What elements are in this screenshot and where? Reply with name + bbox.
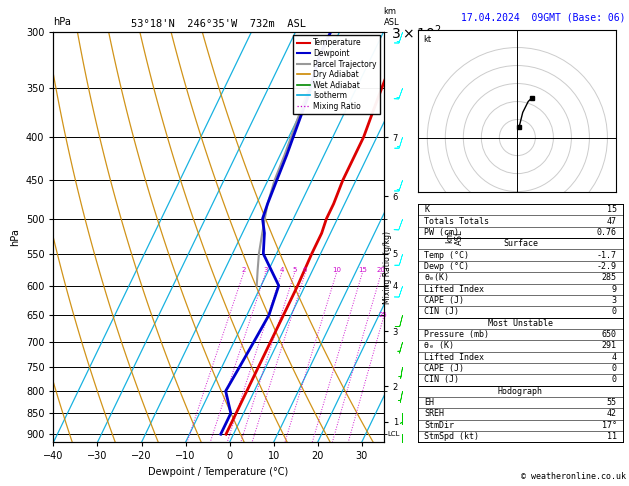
Text: StmDir: StmDir bbox=[425, 421, 454, 430]
Text: 5: 5 bbox=[292, 267, 297, 273]
Text: hPa: hPa bbox=[53, 17, 71, 27]
Text: Surface: Surface bbox=[503, 239, 538, 248]
Text: 3: 3 bbox=[263, 267, 268, 273]
Text: Mixing Ratio (g/kg): Mixing Ratio (g/kg) bbox=[383, 231, 392, 304]
Text: kt: kt bbox=[424, 35, 432, 44]
Text: CIN (J): CIN (J) bbox=[425, 307, 459, 316]
Text: Hodograph: Hodograph bbox=[498, 387, 543, 396]
Text: Lifted Index: Lifted Index bbox=[425, 285, 484, 294]
Text: θₑ (K): θₑ (K) bbox=[425, 341, 454, 350]
Text: Pressure (mb): Pressure (mb) bbox=[425, 330, 489, 339]
Text: 285: 285 bbox=[601, 273, 616, 282]
Text: 11: 11 bbox=[606, 432, 616, 441]
Text: 2: 2 bbox=[242, 267, 246, 273]
Text: -1.7: -1.7 bbox=[596, 251, 616, 260]
Text: km
ASL: km ASL bbox=[384, 7, 399, 27]
Y-axis label: km
ASL: km ASL bbox=[445, 229, 464, 245]
Text: θₑ(K): θₑ(K) bbox=[425, 273, 449, 282]
Text: 17°: 17° bbox=[601, 421, 616, 430]
Text: 4: 4 bbox=[279, 267, 284, 273]
Text: 0: 0 bbox=[611, 375, 616, 384]
Text: 9: 9 bbox=[611, 285, 616, 294]
Text: 6: 6 bbox=[303, 267, 308, 273]
Text: Lifted Index: Lifted Index bbox=[425, 353, 484, 362]
Text: 15: 15 bbox=[606, 205, 616, 214]
Text: © weatheronline.co.uk: © weatheronline.co.uk bbox=[521, 472, 626, 481]
Text: 0.76: 0.76 bbox=[596, 228, 616, 237]
Text: K: K bbox=[425, 205, 430, 214]
Text: StmSpd (kt): StmSpd (kt) bbox=[425, 432, 479, 441]
Text: 4: 4 bbox=[611, 353, 616, 362]
Legend: Temperature, Dewpoint, Parcel Trajectory, Dry Adiabat, Wet Adiabat, Isotherm, Mi: Temperature, Dewpoint, Parcel Trajectory… bbox=[294, 35, 380, 114]
Text: 650: 650 bbox=[601, 330, 616, 339]
Text: 10: 10 bbox=[332, 267, 341, 273]
Text: 47: 47 bbox=[606, 217, 616, 226]
Text: -2.9: -2.9 bbox=[596, 262, 616, 271]
X-axis label: Dewpoint / Temperature (°C): Dewpoint / Temperature (°C) bbox=[148, 467, 289, 477]
Text: 25: 25 bbox=[379, 312, 387, 318]
Text: 0: 0 bbox=[611, 307, 616, 316]
Text: PW (cm): PW (cm) bbox=[425, 228, 459, 237]
Title: 53°18'N  246°35'W  732m  ASL: 53°18'N 246°35'W 732m ASL bbox=[131, 19, 306, 30]
Text: Most Unstable: Most Unstable bbox=[488, 319, 553, 328]
Text: EH: EH bbox=[425, 398, 435, 407]
Text: 15: 15 bbox=[358, 267, 367, 273]
Text: 291: 291 bbox=[601, 341, 616, 350]
Text: LCL: LCL bbox=[388, 431, 400, 437]
Text: 42: 42 bbox=[606, 409, 616, 418]
Text: 55: 55 bbox=[606, 398, 616, 407]
Text: Dewp (°C): Dewp (°C) bbox=[425, 262, 469, 271]
Text: CAPE (J): CAPE (J) bbox=[425, 296, 464, 305]
Text: CIN (J): CIN (J) bbox=[425, 375, 459, 384]
Text: 17.04.2024  09GMT (Base: 06): 17.04.2024 09GMT (Base: 06) bbox=[461, 12, 626, 22]
Text: 3: 3 bbox=[611, 296, 616, 305]
Text: Temp (°C): Temp (°C) bbox=[425, 251, 469, 260]
Text: SREH: SREH bbox=[425, 409, 445, 418]
Text: 0: 0 bbox=[611, 364, 616, 373]
Text: Totals Totals: Totals Totals bbox=[425, 217, 489, 226]
Text: 20: 20 bbox=[377, 267, 386, 273]
Y-axis label: hPa: hPa bbox=[10, 228, 20, 246]
Text: CAPE (J): CAPE (J) bbox=[425, 364, 464, 373]
